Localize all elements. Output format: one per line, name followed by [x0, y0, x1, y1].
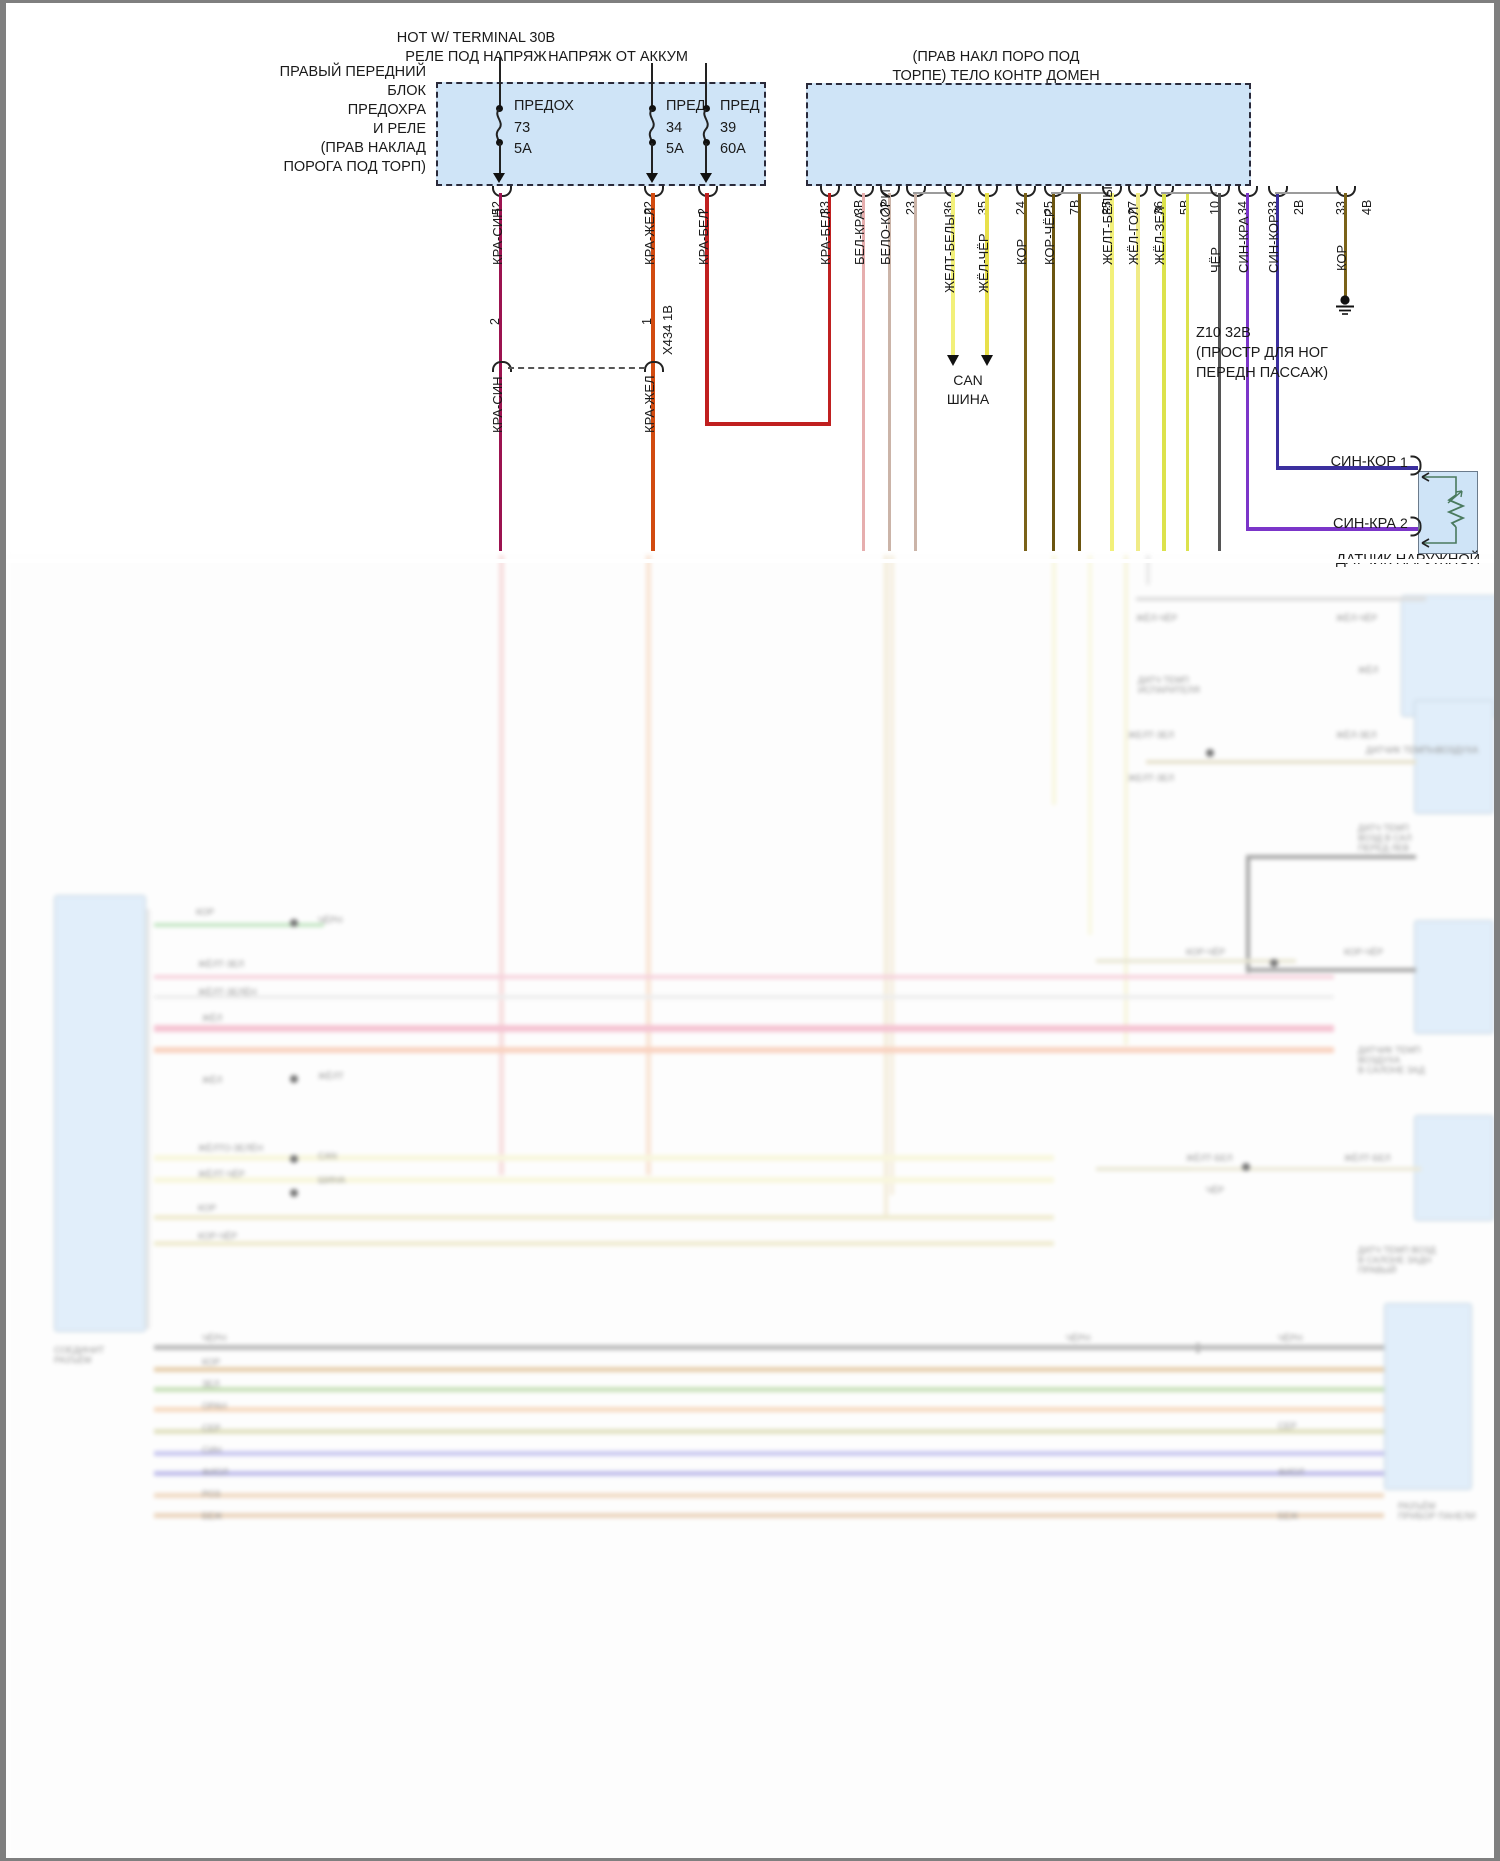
splice-pin-right-number: 1	[640, 318, 654, 325]
wire-33-kra-bel	[827, 193, 831, 425]
fuse-feed-wire-1	[498, 57, 501, 109]
wire-25-kor-cher	[1051, 193, 1055, 551]
wire-2-kra-bel	[705, 193, 709, 425]
wire-label-3b: БЕЛ-КРА	[852, 210, 867, 265]
pin-number-2b: 2B	[1292, 199, 1306, 215]
fuse-squiggle-2	[648, 109, 655, 143]
wire-label-10: ЧЁР	[1208, 246, 1223, 273]
fuse-name-2: ПРЕД	[666, 98, 706, 114]
wire-33b-sin-kor	[1275, 193, 1279, 468]
wire-label-22-lower: КРА-ЖЕЛ	[642, 375, 657, 433]
wire-label-33a: КРА-БЕЛ	[818, 210, 833, 265]
fuse-number-1: 73	[514, 120, 531, 136]
wire-label-52: КРА-СИН	[490, 208, 505, 266]
bridge-2b-to-33c	[1275, 192, 1341, 194]
fuse-rating-2: 5A	[666, 141, 684, 157]
bridge-23-to-36	[913, 192, 953, 194]
wire-34-to-sensor-pin2	[1245, 527, 1418, 531]
fuse-number-2: 34	[666, 120, 683, 136]
wire-2-horizontal-jog	[705, 422, 831, 426]
wire-23-belo-kori	[913, 193, 917, 551]
wire-33c-kor-ground	[1343, 193, 1347, 298]
wire-34-sin-kra	[1245, 193, 1249, 530]
pin-cup-52	[492, 186, 512, 197]
background-blurred-schematic-layer: ЖЕЛТ-ЗЕЛ ЖЁЛ-ЗЕЛ ЖЕЛТ-ЗЕЛ ЖЁЛ КОР-ЧЁР КО…	[6, 555, 1494, 1858]
wire-7b	[1077, 193, 1081, 551]
wire-label-24: КОР	[1014, 238, 1029, 265]
can-arrow-2	[981, 355, 993, 366]
wire-label-35a: ЖЁЛ-ЧЁР	[976, 233, 991, 293]
sensor-pin-number-2: 2	[1400, 515, 1408, 531]
wire-35a-zhel-cher	[985, 193, 989, 356]
wire-label-36a: ЖЕЛТ-БЕЛЫ	[942, 214, 957, 293]
wire-label-22b: БЕЛО-КОРИ	[878, 189, 893, 265]
splice-pin-left-number: 2	[488, 318, 502, 325]
fuse-rating-3: 60A	[720, 141, 746, 157]
wire-label-34: СИН-КРА	[1236, 216, 1251, 274]
layer-boundary-mask	[6, 559, 1494, 563]
wire-27-zhel-gol	[1135, 193, 1140, 551]
wire-3b-bel-kra	[861, 193, 865, 551]
wire-label-36b: ЖЁЛ-ЗЕЛ	[1152, 206, 1167, 265]
splice-cup-left	[492, 361, 512, 372]
fuse-block-title-label: ПРАВЫЙ ПЕРЕДНИЙ БЛОК ПРЕДОХРА И РЕЛЕ (ПР…	[279, 64, 426, 175]
pin-number-4b: 4B	[1360, 199, 1374, 215]
fuse-name-3: ПРЕД	[720, 98, 760, 114]
wire-35b-zhelt-bely	[1109, 193, 1114, 551]
wire-label-33b: СИН-КОР	[1266, 214, 1281, 273]
wire-label-22: КРА-ЖЕЛ	[642, 207, 657, 265]
wire-5b	[1185, 193, 1189, 551]
can-bus-label: CAN ШИНА	[946, 372, 990, 407]
fuse-number-3: 39	[720, 120, 737, 136]
wire-36b-zhel-zel	[1161, 193, 1166, 551]
bridge-5b-to-10	[1161, 192, 1217, 194]
ground-symbol-z10	[1336, 295, 1354, 315]
wire-label-27: ЖЁЛ-ГОЛ	[1126, 206, 1141, 265]
wire-label-52-lower: КРА-СИН	[490, 376, 505, 434]
fuse-squiggle-1	[495, 109, 502, 143]
splice-label: X434 1B	[660, 305, 675, 355]
wire-label-2: КРА-БЕЛ	[696, 210, 711, 265]
ground-reference-label: Z10 32B (ПРОСТР ДЛЯ НОГ ПЕРЕДН ПАССАЖ)	[1196, 325, 1329, 381]
fuse-feed-wire-2	[651, 63, 653, 109]
wire-22b-belo-kori	[887, 193, 891, 551]
battery-voltage-label: НАПРЯЖ ОТ АККУМ	[548, 49, 688, 65]
wire-36a-zhelt-bely	[951, 193, 955, 356]
wire-10-cher	[1217, 193, 1221, 551]
fuse-name-1: ПРЕДОХ	[514, 98, 574, 114]
splice-connection-dashed	[508, 367, 645, 369]
fuse-squiggle-3	[702, 109, 709, 143]
wire-33b-to-sensor-pin1	[1275, 466, 1418, 470]
splice-cup-right	[644, 361, 664, 372]
front-right-fuse-relay-block	[436, 82, 766, 186]
wire-label-35b: ЖЕЛТ-БЕЛЫ	[1100, 186, 1115, 265]
wire-22-kra-zhel	[651, 193, 655, 551]
can-arrow-1	[947, 355, 959, 366]
sensor-pin-number-1: 1	[1400, 454, 1408, 470]
bridge-7b-to-35b	[1051, 192, 1109, 194]
wire-24-kor	[1023, 193, 1027, 551]
fuse-rating-1: 5A	[514, 141, 532, 157]
sensor-wire-label-1: СИН-КОР	[1330, 454, 1396, 470]
wire-52-kra-sin	[498, 193, 502, 551]
body-control-domain-title: (ПРАВ НАКЛ ПОРО ПОД ТОРПЕ) ТЕЛО КОНТР ДО…	[892, 49, 1100, 84]
sensor-wire-label-2: СИН-КРА	[1332, 516, 1396, 532]
sensor-thermistor-symbol	[1421, 472, 1466, 548]
body-control-domain-module	[806, 83, 1251, 186]
wire-label-25: КОР-ЧЁР	[1042, 208, 1057, 265]
fuse-feed-wire-3	[705, 63, 707, 109]
wire-label-33c: КОР	[1334, 244, 1349, 271]
